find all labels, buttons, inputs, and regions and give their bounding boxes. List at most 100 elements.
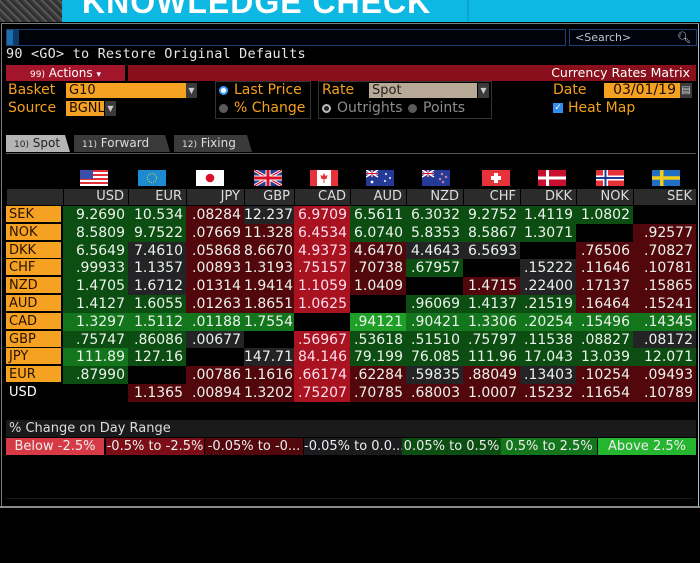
rate-cell[interactable]: .53618 bbox=[350, 330, 406, 349]
calendar-icon[interactable]: ▤ bbox=[680, 83, 692, 98]
row-label[interactable]: USD bbox=[6, 384, 61, 401]
row-label[interactable]: NOK bbox=[6, 223, 61, 241]
row-label[interactable]: CAD bbox=[6, 312, 61, 330]
col-header-nzd[interactable]: NZD bbox=[406, 189, 463, 205]
rate-cell[interactable]: 1.4127 bbox=[63, 295, 128, 313]
rate-cell[interactable]: 9.2690 bbox=[63, 206, 128, 224]
rate-cell[interactable]: .22400 bbox=[520, 277, 576, 295]
row-label[interactable]: EUR bbox=[6, 366, 61, 384]
rate-cell[interactable]: .87990 bbox=[63, 366, 128, 384]
rate-cell[interactable]: 6.9709 bbox=[294, 206, 350, 224]
rate-cell[interactable] bbox=[406, 277, 463, 295]
rate-cell[interactable]: 1.0625 bbox=[294, 295, 350, 313]
rate-cell[interactable]: .96069 bbox=[406, 295, 463, 313]
command-input[interactable] bbox=[6, 29, 566, 46]
rate-cell[interactable]: .00786 bbox=[186, 366, 244, 384]
rate-cell[interactable]: 1.7554 bbox=[244, 312, 294, 331]
row-label[interactable]: AUD bbox=[6, 295, 61, 312]
rate-cell[interactable]: .01263 bbox=[186, 295, 244, 313]
row-label[interactable]: CHF bbox=[6, 259, 61, 277]
rate-cell[interactable]: .75157 bbox=[294, 259, 350, 278]
rate-cell[interactable]: 1.3297 bbox=[63, 312, 128, 331]
rate-cell[interactable]: 9.2752 bbox=[463, 206, 520, 224]
rate-cell[interactable]: .01188 bbox=[186, 312, 244, 331]
rate-cell[interactable]: 6.5649 bbox=[63, 241, 128, 260]
rate-cell[interactable]: .70785 bbox=[350, 384, 406, 402]
rate-cell[interactable]: 6.5611 bbox=[350, 206, 406, 224]
rate-cell[interactable]: .15496 bbox=[576, 312, 633, 331]
rate-cell[interactable]: 1.4119 bbox=[520, 206, 576, 224]
col-header-aud[interactable]: AUD bbox=[350, 189, 406, 205]
rate-cell[interactable]: 12.071 bbox=[633, 348, 696, 367]
rate-cell[interactable]: 1.3193 bbox=[244, 259, 294, 278]
rate-cell[interactable]: 1.8651 bbox=[244, 295, 294, 313]
rate-cell[interactable]: .09493 bbox=[633, 366, 696, 384]
rate-cell[interactable]: .75747 bbox=[63, 330, 128, 349]
rate-cell[interactable]: .56967 bbox=[294, 330, 350, 349]
rate-cell[interactable]: .51510 bbox=[406, 330, 463, 349]
rate-cell[interactable]: .08284 bbox=[186, 206, 244, 224]
rate-cell[interactable]: .62284 bbox=[350, 366, 406, 384]
last-price-radio[interactable]: Last Price bbox=[219, 82, 302, 98]
rate-cell[interactable]: 6.3032 bbox=[406, 206, 463, 224]
rate-cell[interactable]: 1.9414 bbox=[244, 277, 294, 295]
rate-cell[interactable]: .59835 bbox=[406, 366, 463, 384]
rate-cell[interactable] bbox=[63, 384, 128, 402]
tab-forward[interactable]: 11) Forward bbox=[74, 135, 170, 152]
rate-cell[interactable]: 8.5867 bbox=[463, 223, 520, 242]
col-header-cad[interactable]: CAD bbox=[294, 189, 350, 205]
date-input[interactable]: 03/01/19 bbox=[604, 83, 680, 98]
rate-cell[interactable]: .88049 bbox=[463, 366, 520, 384]
rate-cell[interactable]: .07669 bbox=[186, 223, 244, 242]
rate-cell[interactable]: .86086 bbox=[128, 330, 186, 349]
col-header-eur[interactable]: EUR bbox=[128, 189, 186, 205]
rate-cell[interactable]: .08172 bbox=[633, 330, 696, 349]
rate-cell[interactable]: .94121 bbox=[350, 312, 406, 331]
col-header-gbp[interactable]: GBP bbox=[244, 189, 294, 205]
rate-cell[interactable] bbox=[350, 295, 406, 313]
source-dropdown-icon[interactable]: ▼ bbox=[105, 101, 116, 116]
rate-cell[interactable]: .75207 bbox=[294, 384, 350, 402]
basket-select[interactable]: G10 bbox=[66, 83, 186, 98]
col-header-chf[interactable]: CHF bbox=[463, 189, 520, 205]
rate-cell[interactable]: .68003 bbox=[406, 384, 463, 402]
rate-cell[interactable]: 1.4705 bbox=[63, 277, 128, 295]
rate-cell[interactable]: .10789 bbox=[633, 384, 696, 402]
rate-cell[interactable]: 1.4137 bbox=[463, 295, 520, 313]
source-select[interactable]: BGNL bbox=[66, 101, 105, 116]
rate-cell[interactable]: .90421 bbox=[406, 312, 463, 331]
search-box[interactable]: <Search> 🔍︎ bbox=[569, 29, 697, 46]
rate-cell[interactable]: 12.237 bbox=[244, 206, 294, 224]
col-header-nok[interactable]: NOK bbox=[576, 189, 633, 205]
rate-cell[interactable]: .16464 bbox=[576, 295, 633, 313]
col-header-usd[interactable]: USD bbox=[63, 189, 128, 205]
rate-cell[interactable]: 1.1357 bbox=[128, 259, 186, 278]
rate-cell[interactable]: 1.1059 bbox=[294, 277, 350, 295]
rate-cell[interactable]: .15241 bbox=[633, 295, 696, 313]
rate-cell[interactable]: .10254 bbox=[576, 366, 633, 384]
tab-fixing[interactable]: 12) Fixing bbox=[174, 135, 252, 152]
rate-cell[interactable] bbox=[128, 366, 186, 384]
rate-cell[interactable]: 11.328 bbox=[244, 223, 294, 242]
rate-cell[interactable]: 13.039 bbox=[576, 348, 633, 367]
row-label[interactable]: NZD bbox=[6, 277, 61, 295]
rate-cell[interactable]: .17137 bbox=[576, 277, 633, 295]
rate-cell[interactable]: .76506 bbox=[576, 241, 633, 260]
rate-cell[interactable]: 7.4610 bbox=[128, 241, 186, 260]
rate-cell[interactable]: .20254 bbox=[520, 312, 576, 331]
rate-cell[interactable] bbox=[463, 259, 520, 278]
rate-cell[interactable]: 1.6055 bbox=[128, 295, 186, 313]
rate-cell[interactable]: 5.8353 bbox=[406, 223, 463, 242]
rate-cell[interactable]: 8.5809 bbox=[63, 223, 128, 242]
basket-dropdown-icon[interactable]: ▼ bbox=[186, 83, 197, 98]
rate-cell[interactable]: .15232 bbox=[520, 384, 576, 402]
rate-cell[interactable]: 111.96 bbox=[463, 348, 520, 367]
rate-cell[interactable]: 1.6712 bbox=[128, 277, 186, 295]
rate-cell[interactable]: .11538 bbox=[520, 330, 576, 349]
rate-cell[interactable]: .08827 bbox=[576, 330, 633, 349]
rate-cell[interactable]: 10.534 bbox=[128, 206, 186, 224]
rate-cell[interactable]: 4.9373 bbox=[294, 241, 350, 260]
rate-cell[interactable]: .92577 bbox=[633, 223, 696, 242]
rate-cell[interactable]: .70827 bbox=[633, 241, 696, 260]
rate-cell[interactable]: 84.146 bbox=[294, 348, 350, 367]
